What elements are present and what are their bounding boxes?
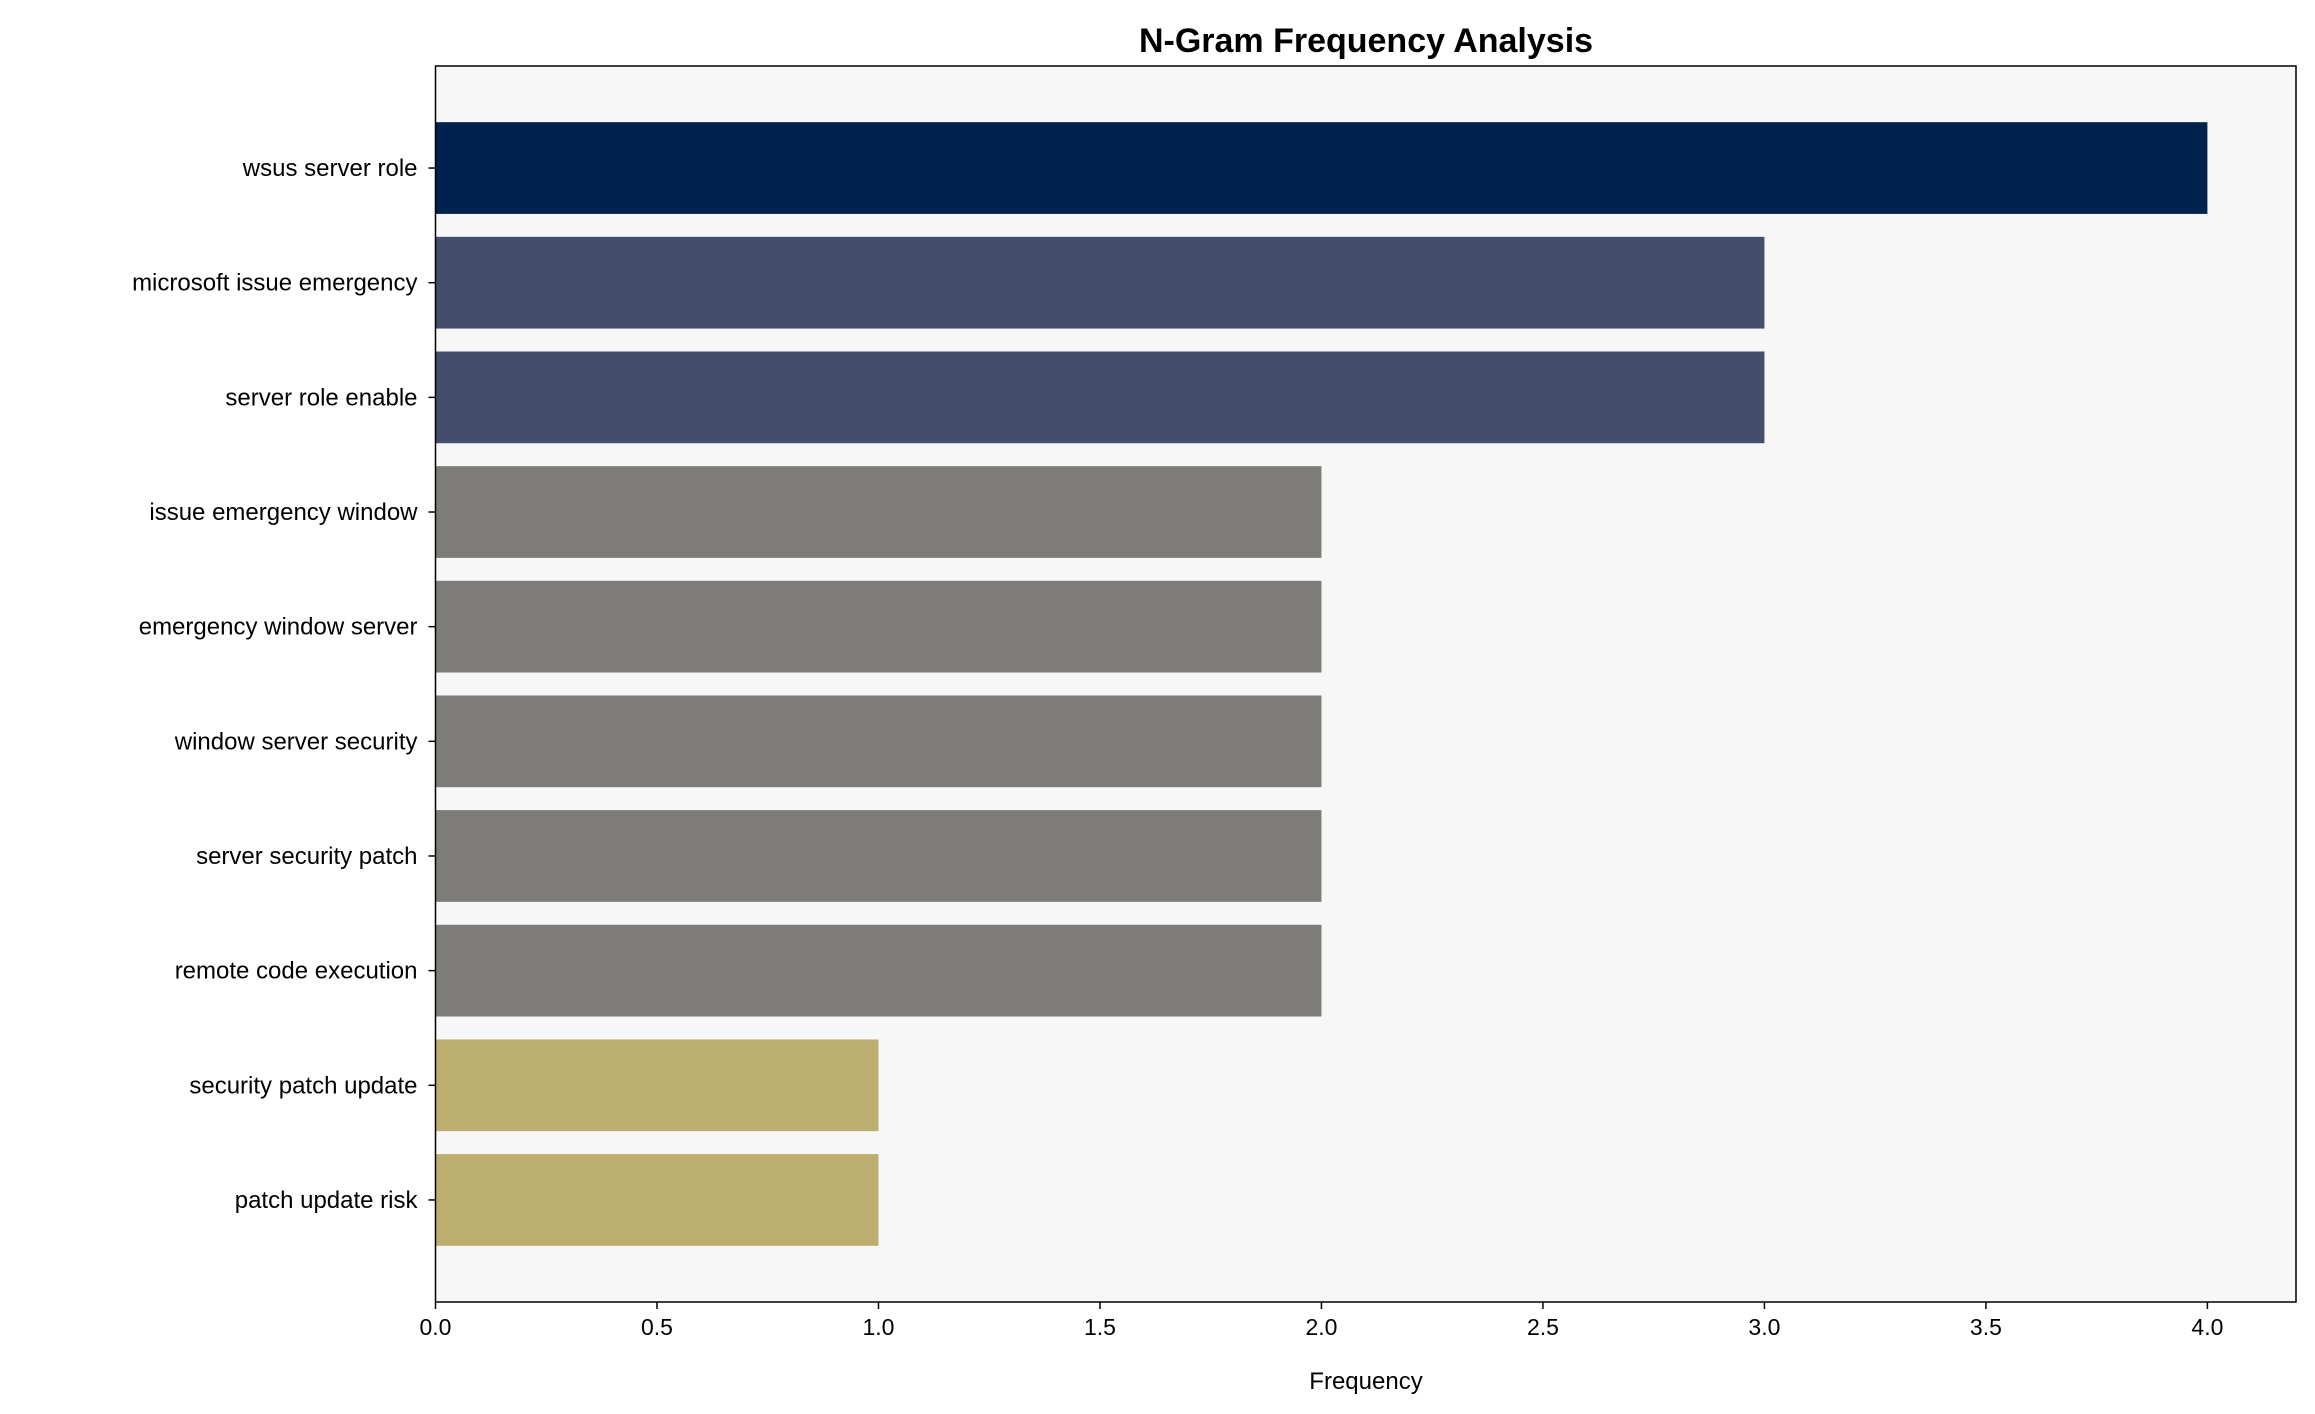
y-tick-label: remote code execution [175,958,418,985]
bar-remote-code-execution [435,924,1322,1017]
bar-patch-update-risk [435,1154,879,1246]
bar-security-patch-update [435,1039,879,1132]
bar-window-server-security [435,695,1322,788]
y-tick-label: security patch update [189,1072,417,1099]
x-tick-label: 2.0 [1305,1314,1337,1340]
y-tick-label: window server security [174,728,418,755]
x-tick-label: 1.5 [1084,1314,1116,1340]
x-tick-label: 3.5 [1970,1314,2002,1340]
x-tick-label: 2.5 [1527,1314,1559,1340]
x-tick-label: 4.0 [2191,1314,2223,1340]
bar-server-role-enable [435,351,1765,444]
x-tick-label: 3.0 [1748,1314,1780,1340]
y-tick-label: server security patch [196,843,417,870]
bar-microsoft-issue-emergency [435,236,1765,329]
x-tick-label: 0.5 [641,1314,673,1340]
bar-emergency-window-server [435,580,1322,673]
x-tick-label: 1.0 [862,1314,894,1340]
y-tick-label: patch update risk [235,1187,419,1214]
chart-title: N-Gram Frequency Analysis [1139,22,1593,60]
plot-frame [434,65,2297,1303]
y-tick-label: wsus server role [242,155,418,182]
y-tick-label: emergency window server [139,614,418,641]
bar-server-security-patch [435,810,1322,902]
y-tick-label: microsoft issue emergency [132,270,417,297]
y-tick-label: server role enable [225,384,417,411]
y-tick-label: issue emergency window [149,499,418,526]
bar-wsus-server-role [435,122,2208,214]
x-axis-label: Frequency [1309,1368,1422,1395]
bar-issue-emergency-window [435,466,1322,558]
x-tick-label: 0.0 [420,1314,452,1340]
